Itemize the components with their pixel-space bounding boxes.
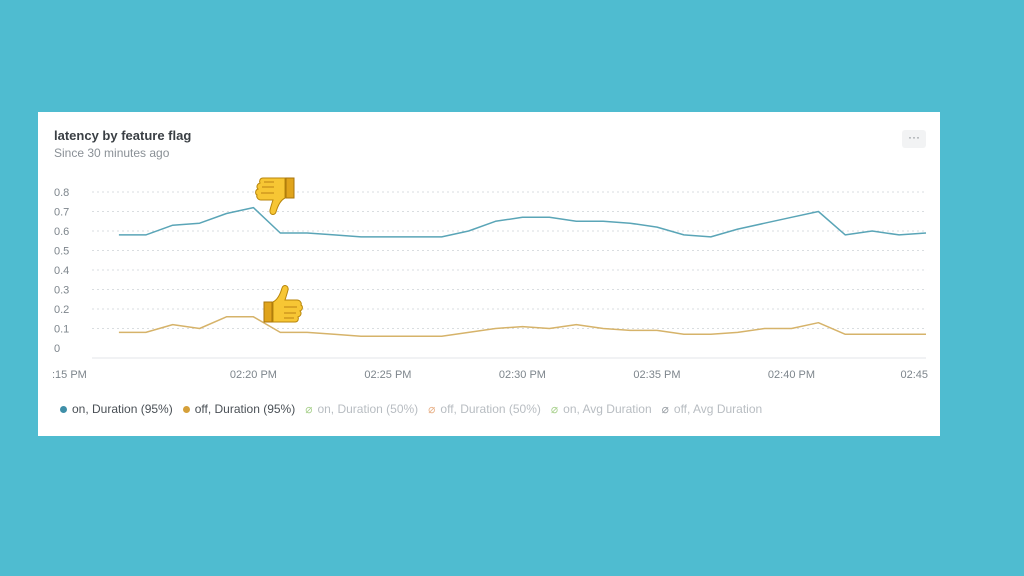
x-tick-label: :15 PM [52, 369, 87, 381]
legend-label: off, Avg Duration [673, 402, 763, 416]
y-tick-label: 0.3 [54, 285, 69, 297]
legend-item[interactable]: ⌀ on, Avg Duration [551, 402, 652, 416]
legend-disabled-icon: ⌀ [550, 402, 559, 416]
legend-label: on, Duration (95%) [72, 402, 173, 416]
thumbs-up-icon [263, 285, 303, 323]
legend-disabled-icon: ⌀ [305, 402, 313, 416]
legend-disabled-icon: ⌀ [428, 402, 436, 416]
line-chart: 0 0.1 0.2 0.3 0.4 0.5 0.6 0.7 0.8 :15 PM 02:20 PM… [52, 187, 928, 381]
legend-item[interactable]: ⌀ off, Avg Duration [662, 402, 763, 416]
legend-dot-icon [60, 405, 67, 413]
legend-item[interactable]: on, Duration (95%) [60, 402, 173, 416]
legend-item[interactable]: ⌀ off, Duration (50%) [428, 402, 541, 416]
legend-label: off, Duration (95%) [194, 402, 296, 416]
x-tick-label: 02:20 PM [230, 369, 277, 381]
legend-disabled-icon: ⌀ [661, 402, 669, 416]
y-tick-label: 0.1 [54, 324, 69, 336]
chart-card: latency by feature flag Since 30 minutes… [38, 112, 940, 436]
series-line-on-duration-95 [118, 206, 927, 238]
legend-item[interactable]: ⌀ on, Duration (50%) [305, 402, 418, 416]
thumbs-down-icon [255, 177, 295, 215]
x-tick-label: 02:25 PM [364, 369, 411, 381]
legend-label: on, Duration (50%) [317, 402, 419, 416]
legend-item[interactable]: off, Duration (95%) [182, 402, 296, 416]
y-tick-label: 0 [54, 343, 60, 355]
x-axis-ticks: :15 PM 02:20 PM 02:25 PM 02:30 PM 02:35 PM 02… [52, 369, 928, 381]
legend-label: off, Duration (50%) [440, 402, 541, 416]
more-options-button[interactable]: ··· [902, 130, 926, 148]
y-tick-label: 0.4 [54, 265, 69, 277]
y-tick-label: 0.2 [54, 304, 69, 316]
chart-legend: on, Duration (95%) off, Duration (95%) ⌀ on… [60, 402, 762, 416]
x-tick-label: 02:40 PM [768, 369, 815, 381]
y-axis-ticks: 0 0.1 0.2 0.3 0.4 0.5 0.6 0.7 0.8 [54, 187, 69, 355]
chart-subtitle: Since 30 minutes ago [54, 146, 170, 160]
series-line-off-duration-95 [118, 316, 926, 338]
legend-dot-icon [182, 405, 190, 413]
y-tick-label: 0.7 [54, 207, 69, 219]
x-tick-label: 02:45 [900, 369, 928, 381]
y-tick-label: 0.6 [54, 226, 69, 238]
legend-label: on, Avg Duration [563, 402, 652, 416]
chart-title: latency by feature flag [54, 128, 192, 143]
x-tick-label: 02:30 PM [499, 369, 546, 381]
y-tick-label: 0.8 [54, 187, 69, 199]
chart-grid [92, 191, 926, 359]
x-tick-label: 02:35 PM [633, 369, 680, 381]
y-tick-label: 0.5 [54, 246, 69, 258]
chart-series [118, 206, 927, 338]
